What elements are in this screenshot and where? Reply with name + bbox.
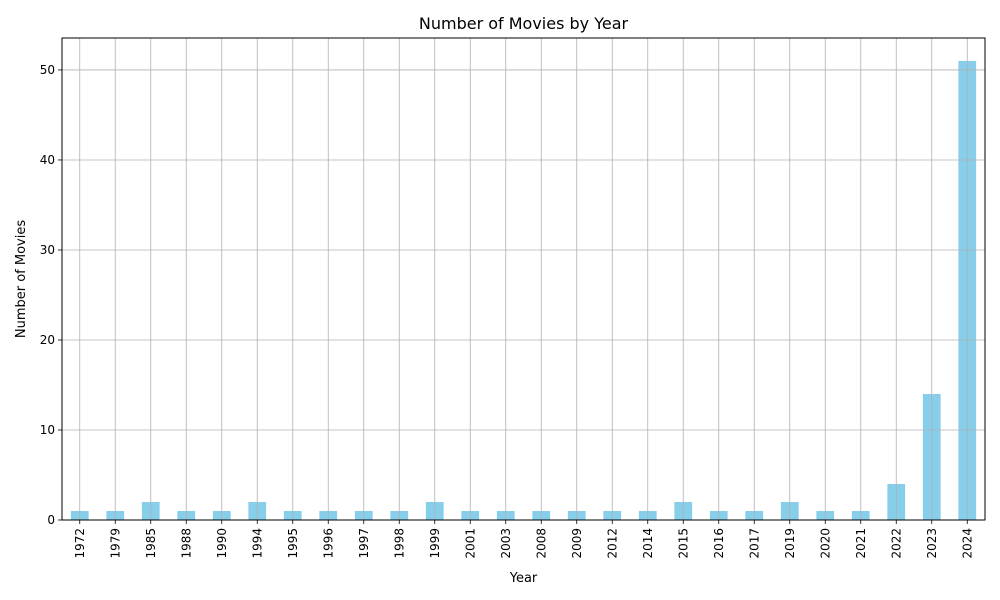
x-tick-label-2001: 2001 [463, 528, 477, 559]
x-tick-label-2020: 2020 [818, 528, 832, 559]
y-tick-label-40: 40 [40, 153, 55, 167]
y-tick-label-10: 10 [40, 423, 55, 437]
y-tick-label-0: 0 [47, 513, 55, 527]
x-tick-label-1979: 1979 [108, 528, 122, 559]
x-tick-label-2009: 2009 [570, 528, 584, 559]
x-tick-label-1995: 1995 [286, 528, 300, 559]
x-tick-label-2003: 2003 [499, 528, 513, 559]
x-tick-label-2014: 2014 [641, 528, 655, 559]
x-tick-label-2021: 2021 [854, 528, 868, 559]
x-tick-label-1998: 1998 [392, 528, 406, 559]
x-tick-label-1997: 1997 [357, 528, 371, 559]
x-tick-label-2012: 2012 [605, 528, 619, 559]
x-tick-label-2024: 2024 [960, 528, 974, 559]
x-ticks: 1972 1979 1985 1988 1990 1994 1995 1996 1997 1998… [73, 520, 974, 559]
x-tick-label-1972: 1972 [73, 528, 87, 559]
x-tick-label-1990: 1990 [215, 528, 229, 559]
y-tick-label-20: 20 [40, 333, 55, 347]
x-tick-label-1994: 1994 [250, 528, 264, 559]
x-tick-label-2016: 2016 [712, 528, 726, 559]
x-tick-label-2022: 2022 [889, 528, 903, 559]
x-tick-label-1988: 1988 [179, 528, 193, 559]
x-tick-label-2017: 2017 [747, 528, 761, 559]
plot-frame [61, 37, 986, 521]
x-tick-label-2023: 2023 [925, 528, 939, 559]
y-tick-label-50: 50 [40, 63, 55, 77]
chart-title: Number of Movies by Year [419, 14, 629, 33]
x-tick-label-2008: 2008 [534, 528, 548, 559]
x-tick-label-1996: 1996 [321, 528, 335, 559]
x-tick-label-1985: 1985 [144, 528, 158, 559]
y-tick-label-30: 30 [40, 243, 55, 257]
y-ticks: 0 10 20 30 40 50 [40, 63, 62, 527]
x-tick-label-1999: 1999 [428, 528, 442, 559]
bars [70, 60, 977, 520]
x-axis-title: Year [509, 571, 538, 586]
x-tick-label-2019: 2019 [783, 528, 797, 559]
x-tick-label-2015: 2015 [676, 528, 690, 559]
y-axis-title: Number of Movies [14, 220, 29, 338]
grid-lines [62, 38, 985, 521]
